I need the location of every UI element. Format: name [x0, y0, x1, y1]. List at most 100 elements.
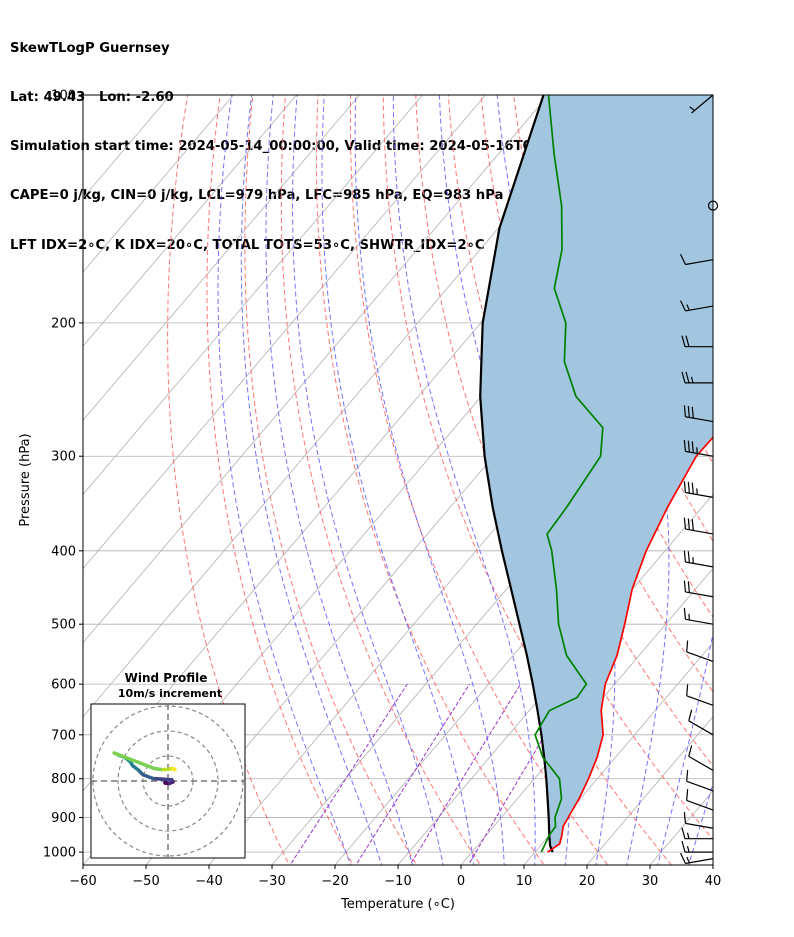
title-line-indices: LFT IDX=2∘C, K IDX=20∘C, TOTAL TOTS=53∘C…: [10, 237, 485, 253]
wind-barb-half-flag: [686, 832, 690, 839]
isotherm-line: [397, 493, 713, 865]
wind-barb-flag: [683, 517, 687, 530]
wind-barb-flag: [683, 481, 687, 493]
moist-adiabat: [321, 95, 475, 865]
wind-barb: [680, 852, 714, 865]
isotherm-line: [83, 95, 549, 644]
wind-barb-flag: [680, 300, 686, 312]
wind-barb: [681, 371, 713, 384]
dry-adiabat: [480, 95, 713, 693]
y-axis-label: Pressure (hPa): [18, 433, 33, 526]
x-tick-label: −60: [69, 874, 96, 889]
hodograph-segment: [158, 777, 174, 782]
dry-adiabat: [167, 95, 290, 865]
hodograph-segment: [141, 773, 155, 781]
wind-barb-flag: [691, 406, 694, 419]
wind-barb: [683, 607, 714, 625]
isotherm-line: [712, 864, 713, 865]
x-tick-label: −40: [195, 874, 222, 889]
wind-barb: [683, 481, 714, 498]
wind-barb-half-flag: [686, 856, 690, 864]
moist-adiabat: [496, 95, 616, 865]
cape-shading: [480, 95, 713, 853]
wind-barb-calm-circle: [707, 200, 719, 211]
wind-barb: [680, 253, 714, 266]
mixing-ratio-line: [409, 683, 521, 865]
wind-barb-shaft: [686, 799, 714, 811]
wind-barb: [689, 94, 714, 114]
hodograph-subtitle: 10m/s increment: [118, 687, 222, 700]
title-line-station: SkewTLogP Guernsey: [10, 40, 170, 56]
moist-adiabat: [714, 78, 794, 883]
wind-barb: [683, 580, 714, 598]
wind-barb-shaft: [685, 528, 714, 535]
moist-adiabat: [265, 95, 414, 865]
x-tick-label: 30: [642, 874, 659, 889]
hodograph-ring: [117, 730, 219, 832]
mixing-ratio-line: [355, 683, 470, 865]
wind-barb-flag: [686, 684, 689, 696]
wind-barb-shaft: [685, 858, 714, 865]
wind-barb-shaft: [686, 651, 714, 663]
hodograph-segment: [171, 766, 177, 772]
wind-barb-half-flag: [686, 845, 690, 853]
hodograph-inset: Wind Profile 10m/s increment: [90, 671, 246, 859]
x-axis-label: Temperature (∘C): [340, 897, 455, 912]
wind-barb-shaft: [685, 822, 714, 829]
wind-barb-flag: [680, 852, 686, 864]
dry-adiabat: [349, 95, 609, 865]
y-tick-label: 600: [51, 678, 76, 693]
wind-barb-flag: [687, 481, 690, 494]
wind-barb-flag: [683, 811, 687, 824]
wind-barb-shaft: [685, 416, 714, 423]
wind-barb-flag: [685, 335, 690, 347]
wind-barb-flag: [681, 335, 686, 347]
y-tick-label: 400: [51, 544, 76, 559]
moist-adiabat: [292, 95, 444, 865]
wind-barb-flag: [683, 405, 687, 417]
wind-barb-flag: [686, 789, 689, 801]
dry-adiabat: [280, 95, 482, 865]
wind-barb-flag: [681, 840, 686, 853]
wind-barb-shaft: [686, 780, 714, 792]
moist-adiabat: [354, 95, 505, 865]
wind-barb-flag: [683, 607, 687, 620]
wind-barb-flag: [681, 371, 686, 384]
title-line-latlon: Lat: 49.43 Lon: -2.60: [10, 90, 174, 106]
wind-barb-shaft: [685, 561, 714, 568]
wind-barb-half-flag: [690, 376, 694, 384]
wind-barb-flag: [687, 440, 690, 453]
wind-barb-shaft: [685, 259, 714, 266]
moist-adiabat: [240, 95, 383, 865]
wind-barb-flag: [691, 519, 694, 531]
moist-adiabat: [657, 95, 713, 865]
isotherm-line: [83, 95, 360, 421]
dry-adiabat: [731, 60, 794, 883]
wind-barb-shaft: [691, 94, 714, 114]
parcel-profile-line: [479, 95, 554, 853]
y-tick-label: 300: [51, 450, 76, 465]
wind-barb-half-flag: [689, 106, 695, 111]
wind-barb: [680, 300, 714, 312]
wind-barb-flag: [681, 827, 686, 839]
wind-barb-flag: [691, 441, 694, 453]
isotherm-line: [83, 95, 423, 496]
profile-lines: [479, 95, 713, 853]
dry-adiabat: [316, 95, 545, 865]
x-tick-label: 0: [457, 874, 465, 889]
wind-barb: [683, 811, 714, 829]
hodograph-plot: [91, 704, 245, 858]
dry-adiabat: [415, 95, 713, 841]
wind-barb: [686, 769, 714, 792]
hodograph-segment: [112, 751, 156, 771]
wind-barb-shaft: [688, 755, 714, 771]
moist-adiabat: [392, 95, 536, 865]
wind-barb-flag: [686, 640, 689, 652]
wind-barb: [688, 745, 714, 771]
wind-barb: [683, 405, 714, 423]
x-tick-label: −30: [258, 874, 285, 889]
moist-adiabat: [217, 95, 352, 865]
dry-adiabat: [708, 95, 713, 110]
y-tick-label: 700: [51, 728, 76, 743]
